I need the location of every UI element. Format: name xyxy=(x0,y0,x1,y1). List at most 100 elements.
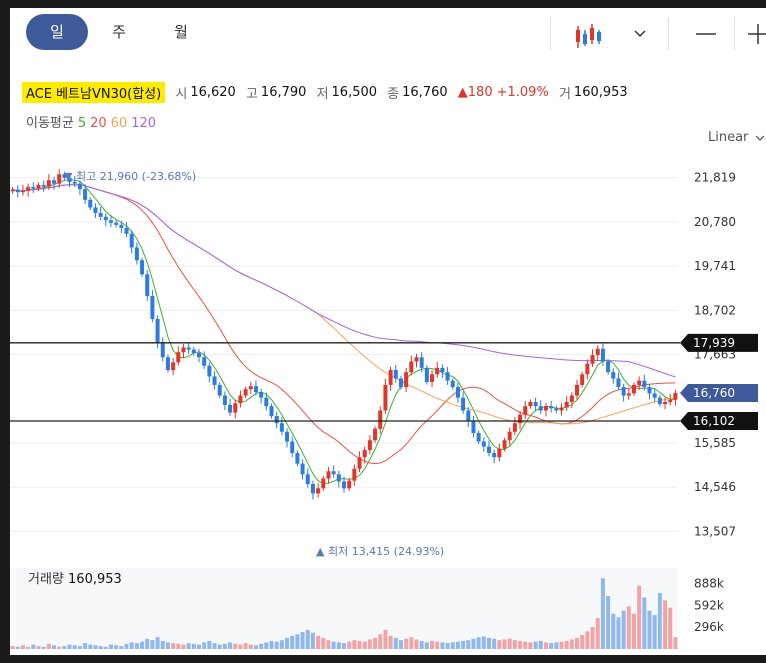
candle-body xyxy=(222,395,227,405)
volume-panel-label: 거래량 xyxy=(28,572,64,587)
price-axis-label: 15,585 xyxy=(694,436,736,450)
volume-bar xyxy=(616,617,621,649)
volume-bar xyxy=(461,640,466,649)
volume-bar xyxy=(57,646,62,649)
candle-body xyxy=(450,380,455,388)
volume-panel-value: 160,953 xyxy=(68,572,122,587)
volume-bar xyxy=(77,646,82,649)
candlestick-icon[interactable] xyxy=(574,22,602,50)
volume-bar xyxy=(419,640,424,649)
volume-bar xyxy=(155,637,160,649)
volume-bar xyxy=(580,635,585,649)
candle-body xyxy=(575,384,580,396)
volume-bar xyxy=(134,643,139,649)
candle-body xyxy=(631,384,636,394)
candle-body xyxy=(119,224,124,228)
volume-bar xyxy=(430,640,435,649)
candle-body xyxy=(471,421,476,433)
moving-average-legend[interactable]: 이동평균 5 20 60 120 xyxy=(26,112,160,131)
volume-bar xyxy=(165,642,170,649)
candle-body xyxy=(336,474,341,482)
volume-bar xyxy=(652,615,657,649)
volume-bar xyxy=(98,646,103,649)
volume-bar xyxy=(642,597,647,649)
price-chart[interactable]: 21,81920,78019,74118,70217,66315,58514,5… xyxy=(10,153,766,655)
volume-panel-title: 거래량 160,953 xyxy=(28,568,122,587)
plus-icon[interactable] xyxy=(748,24,766,44)
candle-body xyxy=(538,406,543,411)
candle-body xyxy=(20,190,25,193)
price-tag: 17,939 xyxy=(680,333,758,352)
candle-body xyxy=(83,189,88,200)
price-tag: 16,102 xyxy=(680,412,758,430)
volume-bar xyxy=(197,644,202,649)
candle-body xyxy=(274,415,279,424)
volume-bar xyxy=(538,640,543,649)
price-axis-label: 19,741 xyxy=(694,259,736,273)
volume-bar xyxy=(46,643,51,649)
volume-bar xyxy=(202,642,207,649)
price-axis-label: 21,819 xyxy=(694,171,736,185)
candle-body xyxy=(316,488,321,494)
candle-body xyxy=(606,361,611,373)
candle-body xyxy=(600,348,605,362)
candle-body xyxy=(217,384,222,396)
volume-bar xyxy=(414,639,419,649)
candle-body xyxy=(331,471,336,475)
price-axis-label: 13,507 xyxy=(694,524,736,538)
volume-bar xyxy=(362,641,367,649)
candle-body xyxy=(186,347,191,350)
candle-body xyxy=(129,233,134,248)
open-label: 시 xyxy=(175,87,188,102)
candle-body xyxy=(197,353,202,358)
volume-bar xyxy=(424,642,429,649)
candle-body xyxy=(253,386,258,393)
candle-body xyxy=(77,183,82,190)
quote-line: ACE 베트남VN30(합성) 시 16,620 고 16,790 저 16,500 … xyxy=(22,82,634,104)
tab-weekly[interactable]: 주 xyxy=(112,23,126,41)
volume-bar xyxy=(83,643,88,649)
volume-bar xyxy=(290,635,295,649)
candle-body xyxy=(663,401,668,405)
volume-bar xyxy=(647,610,652,649)
volume-bar xyxy=(512,640,517,649)
high-label: 고 xyxy=(245,87,258,102)
tab-daily[interactable]: 일 xyxy=(26,14,88,50)
candle-body xyxy=(259,392,264,398)
candle-body xyxy=(455,387,460,398)
ma-20: 20 xyxy=(90,116,107,131)
candle-body xyxy=(523,406,528,415)
candle-body xyxy=(481,441,486,447)
candle-body xyxy=(621,387,626,396)
candle-body xyxy=(647,387,652,394)
candle-body xyxy=(507,431,512,441)
low-value: 16,500 xyxy=(331,85,378,100)
volume-bar xyxy=(305,629,310,649)
candle-body xyxy=(98,213,103,217)
volume-bar xyxy=(93,645,98,649)
volume-bar xyxy=(217,644,222,649)
volume-bar xyxy=(310,632,315,649)
candle-body xyxy=(430,374,435,382)
volume-bar xyxy=(207,640,212,649)
tab-monthly[interactable]: 월 xyxy=(174,23,188,41)
volume-bar xyxy=(497,640,502,649)
volume-bar xyxy=(347,641,352,649)
scale-mode-dropdown[interactable]: Linear xyxy=(708,130,765,145)
candle-body xyxy=(155,318,160,343)
ma-label: 이동평균 xyxy=(26,116,74,131)
candle-body xyxy=(657,397,662,405)
minimize-icon[interactable] xyxy=(696,32,716,36)
candle-body xyxy=(564,401,569,408)
close-label: 종 xyxy=(387,87,400,102)
chevron-down-icon[interactable] xyxy=(634,30,646,38)
candle-body xyxy=(543,406,548,411)
max-price-annotation: ▼ 최고 21,960 (-23.68%) xyxy=(64,170,196,183)
open-value: 16,620 xyxy=(190,85,236,100)
candle-body xyxy=(67,177,72,182)
volume-bar xyxy=(212,643,217,649)
candle-body xyxy=(497,448,502,458)
volume-bar xyxy=(533,641,538,649)
volume-bar xyxy=(466,640,471,649)
volume-bar xyxy=(108,644,113,649)
